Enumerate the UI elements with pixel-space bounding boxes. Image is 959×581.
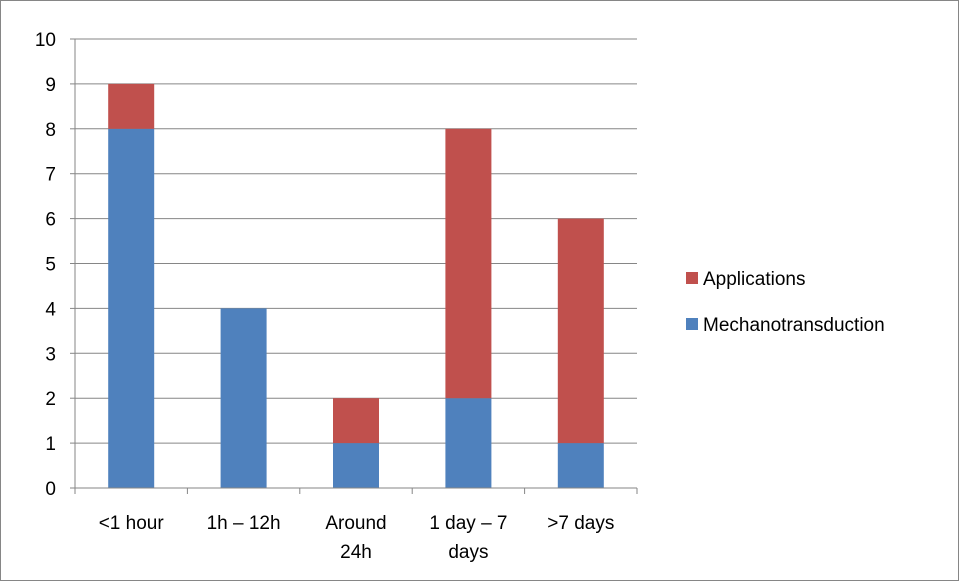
legend: Applications Mechanotransduction xyxy=(686,269,885,336)
y-tick-label-10: 10 xyxy=(35,30,56,51)
bar-mechanotransduction-4 xyxy=(557,443,604,488)
legend-label-applications: Applications xyxy=(703,269,805,290)
y-tick-label-1: 1 xyxy=(45,434,56,455)
x-tick-label-0: <1 hour xyxy=(99,513,165,534)
y-tick-label-5: 5 xyxy=(45,255,56,276)
bar-mechanotransduction-0 xyxy=(108,128,155,489)
bar-applications-3 xyxy=(445,128,492,399)
x-tick-label-2: Around 24h xyxy=(325,513,386,563)
y-tick-label-6: 6 xyxy=(45,210,56,231)
bar-mechanotransduction-2 xyxy=(333,443,379,488)
legend-swatch-applications xyxy=(686,272,698,284)
x-tick-labels: <1 hour 1h – 12h Around 24h 1 day – 7 days >7 … xyxy=(99,513,615,563)
gridlines xyxy=(75,38,637,444)
x-tick-label-4: >7 days xyxy=(547,513,614,534)
y-tick-label-2: 2 xyxy=(45,389,56,410)
bar-applications-2 xyxy=(333,398,379,444)
x-tick-label-3: 1 day – 7 days xyxy=(429,513,507,563)
y-tick-label-9: 9 xyxy=(45,75,56,96)
x-tick-label-1: 1h – 12h xyxy=(207,513,281,534)
y-tick-label-7: 7 xyxy=(45,165,56,186)
legend-swatch-mechanotransduction xyxy=(686,318,698,330)
bars xyxy=(108,83,604,489)
bar-applications-0 xyxy=(108,83,155,129)
y-tick-labels: 0 1 2 3 4 5 6 7 8 9 10 xyxy=(35,30,57,500)
bar-mechanotransduction-1 xyxy=(220,308,267,488)
legend-label-mechanotransduction: Mechanotransduction xyxy=(703,315,885,336)
y-tick-label-4: 4 xyxy=(45,299,56,320)
axes xyxy=(70,38,638,494)
y-tick-label-3: 3 xyxy=(45,344,56,365)
bar-applications-4 xyxy=(557,218,604,444)
y-tick-label-8: 8 xyxy=(45,120,56,141)
y-tick-label-0: 0 xyxy=(45,479,56,500)
bar-mechanotransduction-3 xyxy=(445,398,492,488)
